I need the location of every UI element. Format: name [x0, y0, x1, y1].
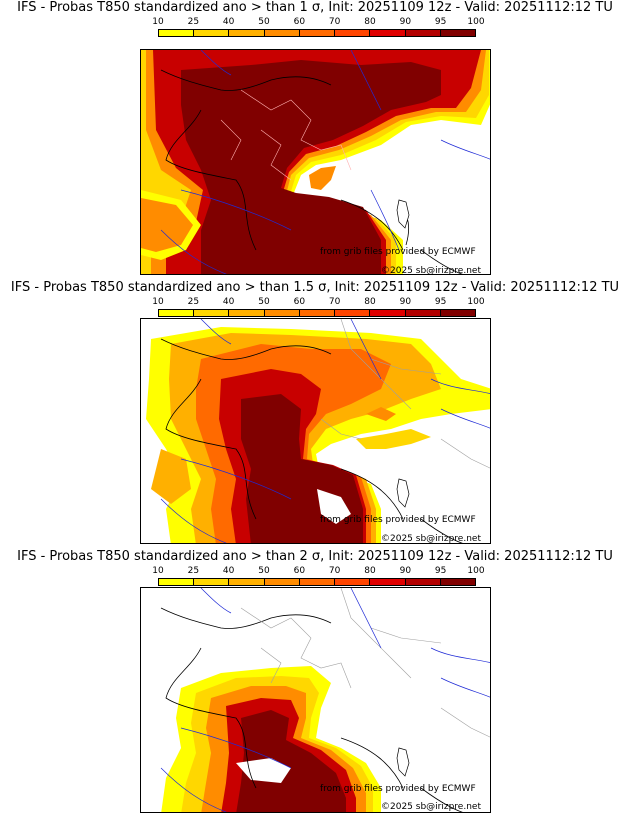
colorbar-boxes	[158, 29, 476, 37]
colorbar: 10 25 40 50 60 70 80 90 95 100	[152, 17, 485, 47]
colorbar-label: 100	[467, 297, 485, 307]
colorbar-label: 90	[399, 17, 412, 27]
colorbar-label: 95	[434, 17, 447, 27]
colorbar-swatch	[194, 30, 230, 36]
colorbar-label: 50	[258, 566, 270, 576]
colorbar-swatch	[440, 579, 475, 585]
colorbar-swatch	[159, 310, 195, 316]
colorbar-swatch	[159, 579, 195, 585]
colorbar-swatch	[264, 579, 300, 585]
colorbar-label: 40	[222, 17, 235, 27]
colorbar-label: 95	[434, 297, 447, 307]
colorbar-swatch	[194, 579, 230, 585]
colorbar-label: 50	[258, 17, 270, 27]
colorbar-label: 40	[222, 566, 235, 576]
colorbar-label: 70	[328, 297, 341, 307]
colorbar-swatch	[229, 30, 265, 36]
panel-sigma-1-5: IFS - Probas T850 standardized ano > tha…	[0, 276, 630, 552]
colorbar-swatch	[405, 310, 441, 316]
colorbar-swatch	[299, 310, 336, 316]
colorbar-label: 25	[187, 17, 200, 27]
credit-copyright: ©2025 sb@irizpre.net	[381, 534, 481, 544]
colorbar: 10 25 40 50 60 70 80 90 95 100	[152, 297, 485, 327]
colorbar-swatch	[194, 310, 230, 316]
colorbar-swatch	[159, 30, 195, 36]
colorbar-swatch	[440, 30, 475, 36]
colorbar-label: 25	[187, 297, 200, 307]
colorbar-label: 70	[328, 566, 341, 576]
colorbar-swatch	[370, 310, 406, 316]
colorbar-swatch	[370, 579, 406, 585]
colorbar-label: 10	[152, 297, 164, 307]
colorbar-label: 80	[364, 297, 376, 307]
probability-map	[140, 49, 491, 275]
credit-source: from grib files provided by ECMWF	[320, 247, 476, 257]
colorbar-label: 100	[467, 566, 485, 576]
panel-sigma-1: IFS - Probas T850 standardized ano > tha…	[0, 0, 630, 276]
credit-copyright: ©2025 sb@irizpre.net	[381, 802, 481, 812]
colorbar-swatch	[405, 579, 441, 585]
credit-source: from grib files provided by ECMWF	[320, 515, 476, 525]
map-svg	[141, 588, 490, 812]
colorbar-swatch	[264, 310, 300, 316]
colorbar: 10 25 40 50 60 70 80 90 95 100	[152, 566, 485, 596]
colorbar-swatch	[440, 310, 475, 316]
colorbar-labels: 10 25 40 50 60 70 80 90 95 100	[152, 17, 484, 28]
colorbar-label: 80	[364, 566, 376, 576]
colorbar-labels: 10 25 40 50 60 70 80 90 95 100	[152, 566, 484, 577]
credit-copyright: ©2025 sb@irizpre.net	[381, 266, 481, 276]
colorbar-swatch	[335, 30, 371, 36]
panel-sigma-2: IFS - Probas T850 standardized ano > tha…	[0, 546, 630, 822]
colorbar-boxes	[158, 309, 476, 317]
credit-source: from grib files provided by ECMWF	[320, 784, 476, 794]
colorbar-label: 60	[293, 566, 306, 576]
colorbar-label: 60	[293, 297, 306, 307]
colorbar-label: 40	[222, 297, 235, 307]
colorbar-label: 70	[328, 17, 341, 27]
colorbar-label: 95	[434, 566, 447, 576]
colorbar-swatch	[299, 579, 336, 585]
panel-title: IFS - Probas T850 standardized ano > tha…	[17, 0, 613, 15]
panel-title: IFS - Probas T850 standardized ano > tha…	[10, 280, 620, 295]
colorbar-label: 25	[187, 566, 200, 576]
colorbar-swatch	[229, 579, 265, 585]
map-svg	[141, 319, 490, 543]
colorbar-label: 10	[152, 566, 164, 576]
colorbar-label: 10	[152, 17, 164, 27]
probability-map	[140, 318, 491, 544]
colorbar-label: 60	[293, 17, 306, 27]
colorbar-swatch	[229, 310, 265, 316]
colorbar-label: 80	[364, 17, 376, 27]
colorbar-swatch	[335, 310, 371, 316]
colorbar-swatch	[335, 579, 371, 585]
panel-title: IFS - Probas T850 standardized ano > tha…	[17, 549, 613, 564]
colorbar-swatch	[264, 30, 300, 36]
colorbar-swatch	[299, 30, 336, 36]
colorbar-label: 50	[258, 297, 270, 307]
colorbar-label: 90	[399, 297, 412, 307]
colorbar-label: 90	[399, 566, 412, 576]
map-svg	[141, 50, 490, 274]
colorbar-swatch	[370, 30, 406, 36]
colorbar-boxes	[158, 578, 476, 586]
probability-map	[140, 587, 491, 813]
colorbar-labels: 10 25 40 50 60 70 80 90 95 100	[152, 297, 484, 308]
colorbar-label: 100	[467, 17, 485, 27]
colorbar-swatch	[405, 30, 441, 36]
